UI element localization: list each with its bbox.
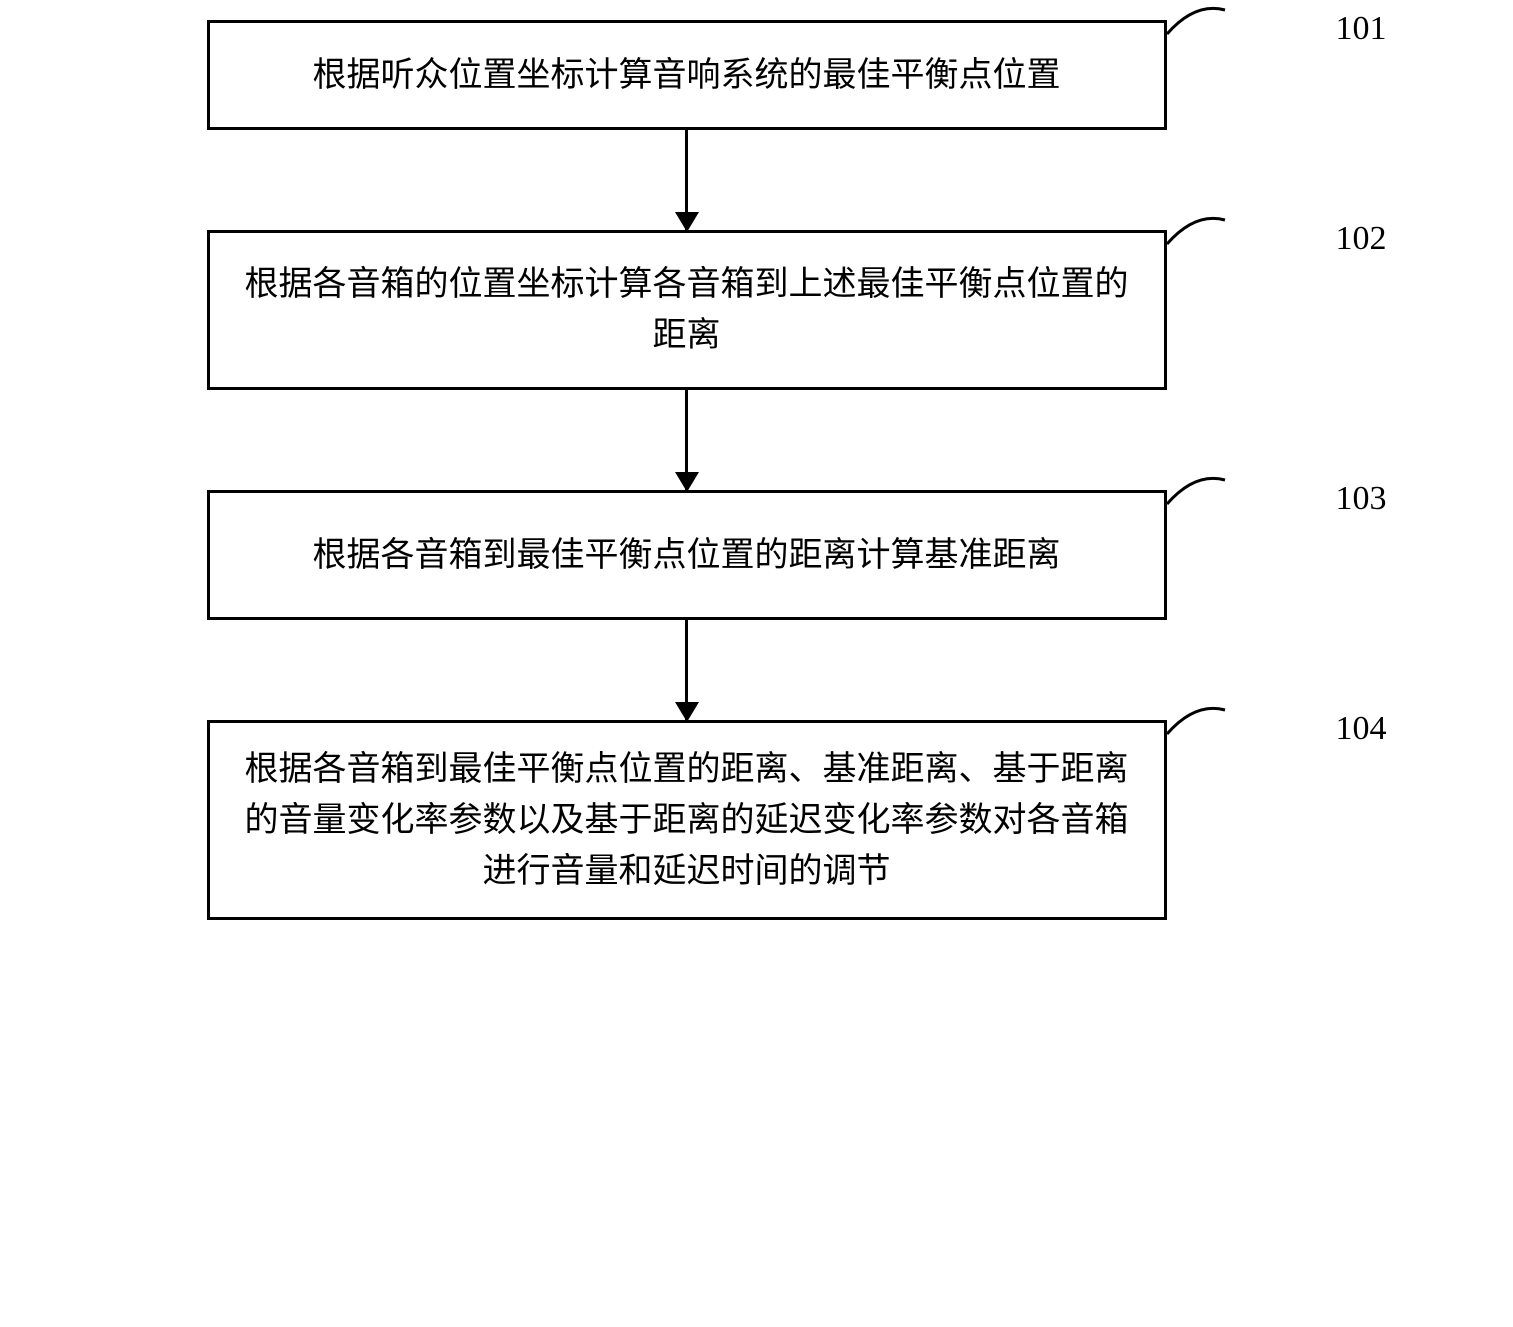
flowchart-connector xyxy=(207,130,1167,230)
flowchart-connector xyxy=(207,390,1167,490)
leader-curve xyxy=(1155,472,1235,522)
flowchart-step-label: 103 xyxy=(1336,480,1387,518)
flowchart-box: 根据各音箱到最佳平衡点位置的距离、基准距离、基于距离的音量变化率参数以及基于距离… xyxy=(207,720,1167,920)
leader-curve xyxy=(1155,212,1235,262)
flowchart-box: 根据各音箱到最佳平衡点位置的距离计算基准距离 xyxy=(207,490,1167,620)
flowchart-step-label: 104 xyxy=(1336,710,1387,748)
leader-curve xyxy=(1155,2,1235,52)
flowchart-box: 根据听众位置坐标计算音响系统的最佳平衡点位置 xyxy=(207,20,1167,130)
flowchart-box-text: 根据各音箱到最佳平衡点位置的距离、基准距离、基于距离的音量变化率参数以及基于距离… xyxy=(240,744,1134,897)
flowchart-step: 根据各音箱到最佳平衡点位置的距离计算基准距离 103 xyxy=(207,490,1307,620)
flowchart-container: 根据听众位置坐标计算音响系统的最佳平衡点位置 101 根据各音箱的位置坐标计算各… xyxy=(207,20,1307,920)
leader-curve xyxy=(1155,702,1235,752)
flowchart-step: 根据听众位置坐标计算音响系统的最佳平衡点位置 101 xyxy=(207,20,1307,130)
flowchart-box-text: 根据各音箱的位置坐标计算各音箱到上述最佳平衡点位置的距离 xyxy=(240,259,1134,361)
arrowhead-icon xyxy=(675,212,699,232)
flowchart-box: 根据各音箱的位置坐标计算各音箱到上述最佳平衡点位置的距离 xyxy=(207,230,1167,390)
flowchart-box-text: 根据听众位置坐标计算音响系统的最佳平衡点位置 xyxy=(313,50,1061,101)
flowchart-step: 根据各音箱到最佳平衡点位置的距离、基准距离、基于距离的音量变化率参数以及基于距离… xyxy=(207,720,1307,920)
flowchart-box-text: 根据各音箱到最佳平衡点位置的距离计算基准距离 xyxy=(313,530,1061,581)
arrowhead-icon xyxy=(675,472,699,492)
flowchart-step-label: 101 xyxy=(1336,10,1387,48)
flowchart-step: 根据各音箱的位置坐标计算各音箱到上述最佳平衡点位置的距离 102 xyxy=(207,230,1307,390)
flowchart-step-label: 102 xyxy=(1336,220,1387,258)
flowchart-connector xyxy=(207,620,1167,720)
arrowhead-icon xyxy=(675,702,699,722)
